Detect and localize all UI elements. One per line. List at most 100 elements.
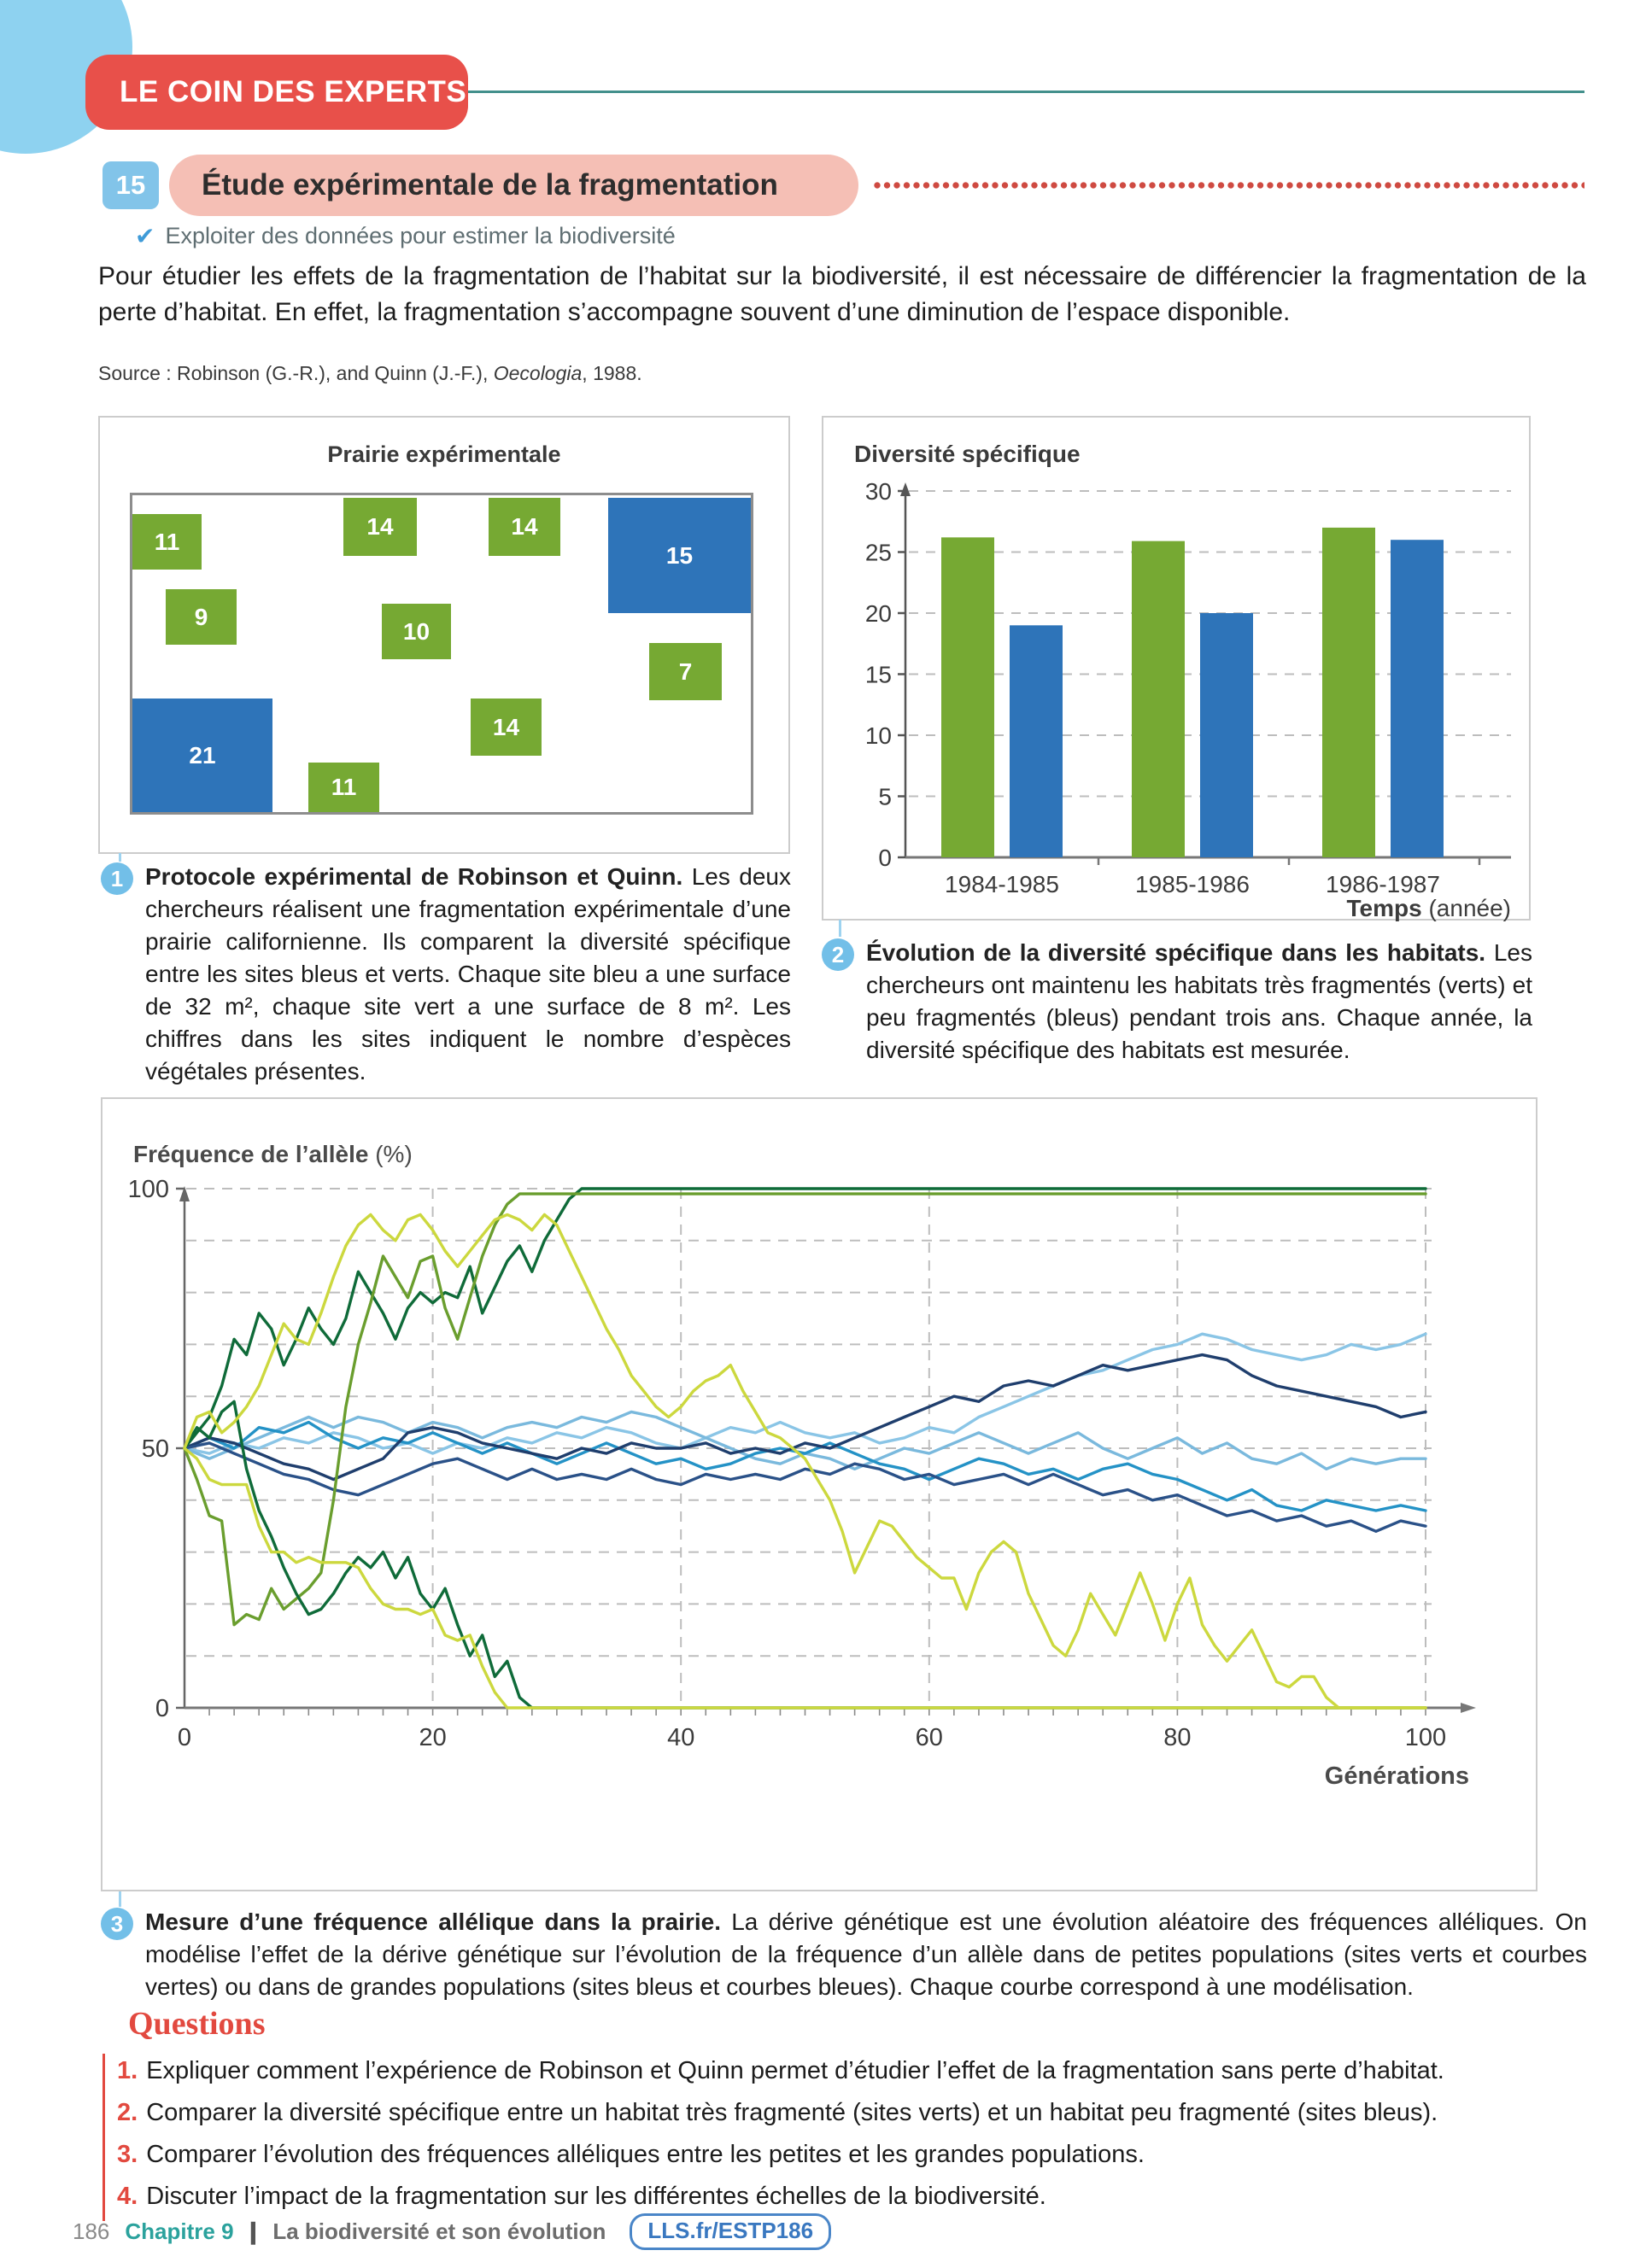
- svg-text:0: 0: [878, 845, 892, 871]
- exercise-title-pill: Étude expérimentale de la fragmentation: [169, 155, 858, 216]
- prairie-site-green: 10: [382, 604, 451, 659]
- allele-curve: [183, 1213, 1427, 1710]
- svg-text:80: 80: [1163, 1724, 1191, 1751]
- caption2-text: Évolution de la diversité spécifique dan…: [866, 937, 1532, 1067]
- bar-blue-1986-1987: [1391, 540, 1444, 857]
- prairie-site-green: 7: [649, 643, 722, 700]
- source-journal: Oecologia: [493, 362, 583, 384]
- question-text: Expliquer comment l’expérience de Robins…: [146, 2057, 1444, 2084]
- caption3-connector: [119, 1891, 121, 1907]
- question-text: Comparer la diversité spécifique entre u…: [146, 2099, 1438, 2126]
- bar-blue-1985-1986: [1200, 613, 1253, 857]
- svg-text:50: 50: [142, 1435, 169, 1463]
- svg-text:Générations: Générations: [1325, 1762, 1469, 1790]
- figure-allele-line-chart: Fréquence de l’allèle (%) 0 50 100 0 20 40 60 80…: [101, 1097, 1538, 1891]
- section-header-label: LE COIN DES EXPERTS: [120, 75, 467, 108]
- prairie-site-green: 11: [132, 514, 202, 570]
- section-header-badge: LE COIN DES EXPERTS: [85, 55, 468, 130]
- dotted-rule: [873, 181, 1584, 190]
- caption3-body: La dérive génétique est une évolution al…: [145, 1909, 1587, 2000]
- intro-paragraph: Pour étudier les effets de la fragmentat…: [98, 262, 1586, 326]
- svg-text:25: 25: [865, 540, 892, 566]
- caption-2: 2 Évolution de la diversité spécifique d…: [822, 937, 1532, 1067]
- question-number: 4.: [117, 2183, 138, 2210]
- svg-text:15: 15: [865, 662, 892, 688]
- question-text: Discuter l’impact de la fragmentation su…: [146, 2183, 1046, 2210]
- chapter-label: Chapitre 9: [125, 2218, 234, 2244]
- question-number: 1.: [117, 2057, 138, 2084]
- caption1-connector: [119, 853, 121, 862]
- svg-text:0: 0: [178, 1724, 191, 1751]
- allele-curve: [183, 1332, 1427, 1455]
- svg-text:Fréquence de l’allèle (%): Fréquence de l’allèle (%): [133, 1141, 413, 1167]
- caption2-lead: Évolution de la diversité spécifique dan…: [866, 939, 1486, 966]
- svg-text:Diversité spécifique: Diversité spécifique: [854, 441, 1081, 467]
- question-item: 1. Expliquer comment l’expérience de Robi…: [117, 2054, 1589, 2088]
- caption3-text: Mesure d’une fréquence allélique dans la…: [145, 1906, 1587, 2003]
- question-item: 4. Discuter l’impact de la fragmentation …: [117, 2179, 1589, 2213]
- svg-text:20: 20: [419, 1724, 446, 1751]
- bar-blue-1984-1985: [1010, 625, 1063, 857]
- question-text: Comparer l’évolution des fréquences allé…: [146, 2141, 1145, 2168]
- svg-text:30: 30: [865, 478, 892, 505]
- prairie-site-blue: 15: [608, 498, 751, 613]
- exercise-title: Étude expérimentale de la fragmentation: [202, 168, 778, 202]
- caption3-lead: Mesure d’une fréquence allélique dans la…: [145, 1909, 721, 1935]
- question-number: 2.: [117, 2099, 138, 2126]
- caption-1: 1 Protocole expérimental de Robinson et …: [101, 861, 791, 1088]
- prairie-site-blue: 21: [132, 699, 272, 812]
- prairie-plot-area: 11 14 14 15 9 10 7 21 14 11: [130, 493, 753, 815]
- svg-text:10: 10: [865, 722, 892, 749]
- allele-curve: [183, 1192, 1427, 1627]
- allele-curve: [183, 1353, 1427, 1482]
- caption2-connector: [839, 920, 841, 937]
- bar-green-1984-1985: [941, 537, 994, 857]
- svg-text:Temps (année): Temps (année): [1347, 895, 1511, 921]
- caption1-body: Les deux chercheurs réalisent une fragme…: [145, 863, 791, 1084]
- exercise-number: 15: [115, 170, 146, 200]
- caption1-text: Protocole expérimental de Robinson et Qu…: [145, 861, 791, 1088]
- caption2-body: Les chercheurs ont maintenu les habitats…: [866, 939, 1532, 1063]
- skill-row: ✔ Exploiter des données pour estimer la …: [135, 222, 676, 250]
- svg-text:1986-1987: 1986-1987: [1326, 871, 1440, 897]
- prairie-site-green: 14: [343, 498, 417, 556]
- question-item: 2. Comparer la diversité spécifique entre…: [117, 2096, 1589, 2130]
- chapter-title: La biodiversité et son évolution: [272, 2218, 606, 2244]
- lls-link-badge[interactable]: LLS.fr/ESTP186: [630, 2213, 832, 2250]
- question-number: 3.: [117, 2141, 138, 2168]
- figure1-title: Prairie expérimentale: [327, 441, 561, 467]
- allele-curve: [183, 1447, 1427, 1710]
- caption1-lead: Protocole expérimental de Robinson et Qu…: [145, 863, 683, 890]
- allele-curve: [183, 1420, 1427, 1512]
- bar-chart-svg: Diversité spécifique 0 5 10 15 20 25 30 1984-198…: [854, 441, 1511, 921]
- header-rule: [468, 91, 1584, 93]
- exercise-number-badge: 15: [102, 161, 159, 209]
- checkmark-icon: ✔: [135, 223, 155, 249]
- svg-text:0: 0: [155, 1695, 169, 1722]
- page-number: 186: [73, 2218, 110, 2244]
- footer-separator: ❙: [243, 2218, 263, 2244]
- allele-curve: [183, 1187, 1427, 1450]
- svg-text:60: 60: [916, 1724, 943, 1751]
- svg-text:40: 40: [667, 1724, 694, 1751]
- bar-green-1985-1986: [1132, 541, 1185, 857]
- line-chart-svg: Fréquence de l’allèle (%) 0 50 100 0 20 40 60 80…: [128, 1141, 1476, 1790]
- source-prefix: Source : Robinson (G.-R.), and Quinn (J.…: [98, 362, 494, 384]
- question-item: 3. Comparer l’évolution des fréquences al…: [117, 2137, 1589, 2172]
- questions-heading: Questions: [128, 2006, 266, 2042]
- skill-label: Exploiter des données pour estimer la bi…: [165, 223, 676, 248]
- prairie-site-green: 9: [166, 589, 237, 645]
- caption-3: 3 Mesure d’une fréquence allélique dans …: [101, 1906, 1587, 2003]
- prairie-site-green: 14: [489, 498, 560, 556]
- caption2-number-badge: 2: [822, 938, 854, 971]
- source-suffix: , 1988.: [582, 362, 642, 384]
- questions-list: 1. Expliquer comment l’expérience de Robi…: [102, 2054, 1589, 2221]
- allele-curve: [183, 1441, 1427, 1533]
- bar-green-1986-1987: [1322, 527, 1375, 857]
- svg-text:5: 5: [878, 784, 892, 810]
- svg-text:100: 100: [1405, 1724, 1446, 1751]
- svg-text:100: 100: [128, 1176, 169, 1203]
- prairie-site-green: 14: [471, 699, 542, 756]
- caption1-number-badge: 1: [101, 862, 133, 895]
